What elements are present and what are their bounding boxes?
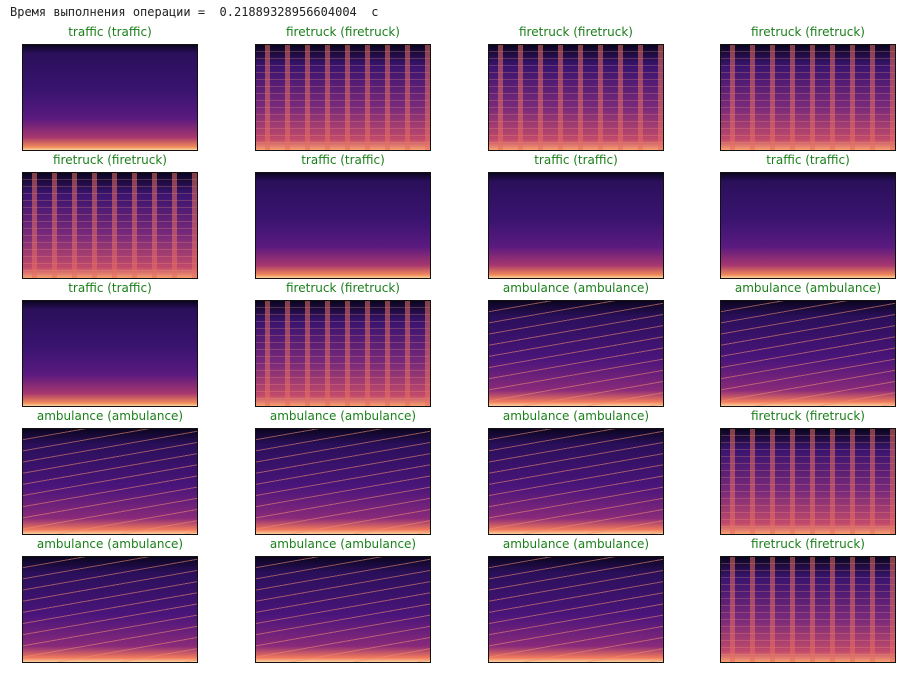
spectrogram-image — [720, 428, 896, 535]
panel-title: firetruck (firetruck) — [519, 25, 633, 39]
panel-title: traffic (traffic) — [766, 153, 850, 167]
execution-time-output: Время выполнения операции = 0.2188932895… — [10, 5, 379, 19]
spectrogram-image — [22, 428, 198, 535]
spectrogram-image — [488, 172, 664, 279]
panel-title: firetruck (firetruck) — [286, 281, 400, 295]
panel-title: ambulance (ambulance) — [502, 409, 650, 423]
spectrogram-image — [255, 300, 431, 407]
spectrogram-image — [720, 300, 896, 407]
panel-title: firetruck (firetruck) — [751, 25, 865, 39]
panel-title: ambulance (ambulance) — [502, 537, 650, 551]
spectrogram-image — [255, 556, 431, 663]
spectrogram-image — [255, 428, 431, 535]
panel-title: traffic (traffic) — [534, 153, 618, 167]
panel-title: ambulance (ambulance) — [269, 537, 417, 551]
spectrogram-image — [22, 300, 198, 407]
spectrogram-image — [720, 172, 896, 279]
panel-title: ambulance (ambulance) — [36, 537, 184, 551]
spectrogram-image — [488, 44, 664, 151]
spectrogram-image — [488, 428, 664, 535]
panel-title: firetruck (firetruck) — [751, 409, 865, 423]
panel-title: ambulance (ambulance) — [502, 281, 650, 295]
panel-title: firetruck (firetruck) — [286, 25, 400, 39]
spectrogram-image — [22, 556, 198, 663]
panel-title: traffic (traffic) — [68, 281, 152, 295]
spectrogram-image — [255, 44, 431, 151]
spectrogram-image — [255, 172, 431, 279]
spectrogram-image — [22, 44, 198, 151]
panel-title: ambulance (ambulance) — [36, 409, 184, 423]
panel-title: traffic (traffic) — [68, 25, 152, 39]
spectrogram-image — [720, 44, 896, 151]
spectrogram-image — [488, 300, 664, 407]
spectrogram-image — [720, 556, 896, 663]
spectrogram-image — [488, 556, 664, 663]
spectrogram-image — [22, 172, 198, 279]
panel-title: firetruck (firetruck) — [751, 537, 865, 551]
panel-title: firetruck (firetruck) — [53, 153, 167, 167]
panel-title: traffic (traffic) — [301, 153, 385, 167]
panel-title: ambulance (ambulance) — [734, 281, 882, 295]
panel-title: ambulance (ambulance) — [269, 409, 417, 423]
